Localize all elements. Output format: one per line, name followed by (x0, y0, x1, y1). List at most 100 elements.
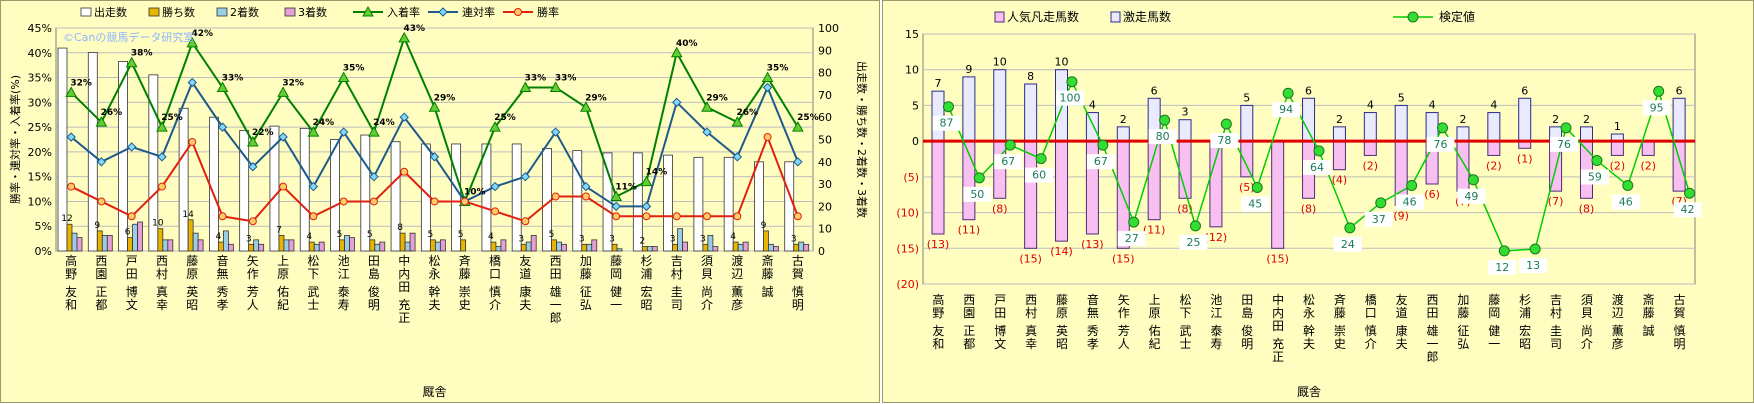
negative-label: (2) (1640, 159, 1656, 172)
bar-0 (602, 152, 613, 252)
point-1 (66, 132, 76, 142)
bar-negative (1271, 140, 1285, 249)
test-point (973, 172, 985, 184)
category-label: 高野 友和 (932, 292, 944, 351)
rate-label: 25% (494, 113, 516, 123)
category-label: 橋口 慎介 (1365, 293, 1377, 351)
bar-1 (581, 243, 588, 252)
category-label: 須貝 尚介 (701, 254, 713, 312)
left-tick-label: 30% (28, 96, 52, 109)
point-0 (761, 71, 774, 83)
bar-2 (283, 239, 290, 252)
bar-3 (651, 246, 658, 252)
test-label: 46 (1403, 196, 1417, 209)
negative-label: (15) (1112, 252, 1135, 265)
bar-1 (339, 239, 345, 252)
point-0 (277, 86, 289, 97)
bar-negative (931, 140, 945, 235)
bar-positive (1332, 126, 1346, 142)
bar-2 (737, 243, 744, 252)
point-2 (67, 182, 76, 191)
bar-positive (1456, 126, 1470, 142)
bar-3 (500, 239, 507, 252)
rate-label: 38% (131, 49, 153, 59)
bar-3 (167, 239, 174, 252)
category-label: 田島 俊明 (368, 254, 380, 312)
bar-negative (993, 140, 1007, 199)
point-2 (733, 212, 742, 221)
bar-0 (118, 61, 128, 252)
point-0 (428, 101, 441, 112)
test-point (1375, 197, 1387, 209)
legend-marker (438, 7, 448, 17)
bar-3 (288, 239, 295, 252)
test-label-bg (1210, 133, 1239, 148)
left-tick-label: 25% (28, 121, 52, 134)
test-label: 25 (1186, 236, 1200, 249)
category-label: 友道 康夫 (1396, 293, 1408, 351)
bar-positive (1085, 112, 1099, 142)
legend-label: 勝ち数 (162, 5, 195, 19)
bar-2 (616, 248, 623, 252)
win-count-label: 12 (61, 214, 72, 224)
point-0 (489, 121, 501, 132)
test-label: 42 (1681, 203, 1695, 216)
bar-positive (1672, 97, 1686, 142)
point-0 (186, 36, 199, 48)
positive-label: 4 (1089, 99, 1096, 112)
test-point (1128, 216, 1140, 228)
test-point (1189, 220, 1201, 232)
bar-1 (460, 239, 467, 252)
right-tick-label: 90 (818, 44, 832, 57)
test-label: 27 (1125, 232, 1139, 245)
rate-label: 33% (222, 73, 244, 83)
rate-label: 26% (101, 108, 123, 118)
bar-1 (369, 239, 376, 252)
test-label: 64 (1310, 161, 1324, 174)
point-0 (95, 116, 108, 127)
test-label: 78 (1217, 134, 1231, 147)
test-label-bg (963, 186, 992, 202)
rate-label: 29% (434, 93, 456, 103)
win-count-label: 3 (579, 234, 585, 244)
positive-label: 10 (1055, 56, 1069, 69)
test-point (1684, 187, 1696, 199)
category-label: 西園 正都 (963, 293, 975, 351)
rate-label: 43% (403, 24, 425, 34)
bar-0 (208, 116, 219, 252)
rate-label: 22% (252, 128, 274, 138)
bar-positive (1116, 126, 1130, 142)
right-tick-label: 30 (818, 178, 832, 191)
test-point (1004, 139, 1016, 151)
right-tick-label: 20 (818, 200, 832, 213)
win-count-label: 5 (549, 230, 555, 240)
category-label: 加藤 征弘 (580, 254, 592, 312)
rate-label: 10% (464, 187, 486, 197)
test-label: 50 (970, 188, 984, 201)
point-2 (521, 217, 530, 226)
point-2 (188, 137, 197, 146)
right-tick-label: 70 (818, 89, 832, 102)
bar-negative (1332, 140, 1346, 171)
point-1 (248, 162, 258, 172)
rate-label: 29% (706, 93, 728, 103)
negative-label: (15) (1019, 252, 1042, 265)
legend-label: 激走馬数 (1123, 9, 1171, 24)
rate-label: 32% (282, 78, 304, 88)
negative-label: (15) (1266, 252, 1289, 265)
test-label: 49 (1464, 190, 1478, 203)
test-label: 95 (1650, 101, 1664, 114)
right-tick-label: 100 (818, 22, 839, 35)
bar-1 (611, 243, 618, 252)
win-count-label: 3 (700, 234, 706, 244)
test-label-bg (1179, 234, 1208, 250)
bar-2 (646, 246, 653, 252)
category-label: 西田 雄一郎 (550, 254, 562, 325)
bar-1 (490, 241, 497, 252)
point-2 (612, 212, 621, 221)
rate-label: 24% (373, 118, 395, 128)
negative-label: (6) (1424, 188, 1440, 201)
test-point (1220, 118, 1232, 130)
point-0 (65, 86, 77, 97)
right-tick-label: 40 (818, 156, 832, 169)
